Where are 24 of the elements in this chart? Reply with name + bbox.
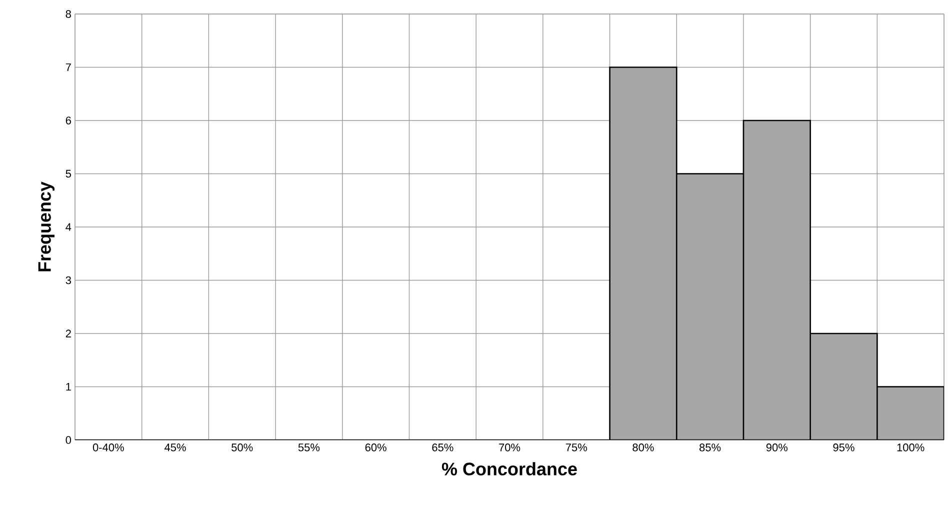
x-tick-label: 70% [499,444,520,452]
y-tick-label: 0 [66,436,72,444]
y-tick-label: 8 [66,10,71,18]
x-tick-label: 0-40% [92,444,124,452]
y-tick-label: 3 [66,276,71,284]
x-axis-title: % Concordance [442,462,577,476]
x-tick-label: 65% [432,444,454,452]
y-tick-label: 6 [66,116,71,124]
x-tick-label: 90% [766,444,788,452]
x-tick-label: 85% [700,444,721,452]
y-tick-label: 5 [66,170,71,178]
x-tick-label: 95% [833,444,854,452]
y-tick-label: 1 [66,382,71,391]
y-tick-label: 2 [66,330,71,338]
x-tick-label: 50% [232,444,253,452]
x-tick-label: 55% [298,444,320,452]
x-tick-label: 60% [365,444,386,452]
x-tick-label: 75% [566,444,587,452]
x-tick-label: 80% [632,444,654,452]
y-tick-label: 4 [66,223,72,231]
y-axis-title: Frequency [38,182,54,272]
y-tick-label: 7 [66,63,71,72]
x-tick-label: 100% [897,444,924,452]
x-tick-label: 45% [164,444,186,452]
